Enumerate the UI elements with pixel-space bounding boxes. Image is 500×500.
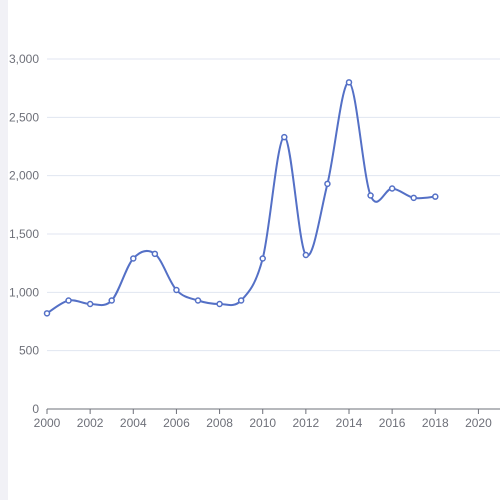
series-layer: [43, 79, 439, 317]
data-point: [151, 250, 159, 258]
data-point: [216, 300, 223, 308]
data-point: [367, 192, 374, 199]
y-tick-label: 500: [19, 344, 39, 358]
x-tick-label: 2010: [249, 416, 276, 430]
data-point: [194, 297, 202, 304]
data-point: [432, 193, 439, 200]
x-tick-label: 2014: [336, 416, 363, 430]
x-tick-label: 2000: [34, 416, 61, 430]
data-point: [237, 297, 245, 304]
x-tick-label: 2020: [465, 416, 492, 430]
data-point: [324, 180, 331, 188]
y-tick-label: 1,000: [9, 285, 39, 299]
y-tick-label: 3,000: [9, 52, 39, 66]
x-tick-label: 2008: [206, 416, 233, 430]
y-tick-label: 1,500: [9, 227, 39, 241]
data-point: [108, 297, 115, 304]
y-tick-label: 0: [32, 402, 39, 416]
x-tick-label: 2018: [422, 416, 449, 430]
x-tick-label: 2004: [120, 416, 147, 430]
data-point: [130, 255, 137, 262]
y-tick-label: 2,000: [9, 169, 39, 183]
data-point: [281, 133, 288, 141]
x-tick-label: 2006: [163, 416, 190, 430]
x-tick-label: 2002: [77, 416, 104, 430]
data-point: [259, 255, 266, 262]
axes: [46, 408, 500, 414]
data-point: [173, 286, 180, 294]
data-point: [65, 297, 72, 304]
data-point: [86, 300, 94, 308]
left-edge-strip: [0, 0, 8, 500]
data-point: [345, 79, 353, 86]
x-axis-tick-labels: 2000 2002 2004 2006 2008 2010 2012 2014 2016 2018…: [34, 416, 492, 430]
data-point: [302, 251, 310, 259]
x-tick-label: 2016: [379, 416, 406, 430]
data-point: [410, 194, 417, 202]
y-tick-label: 2,500: [9, 110, 39, 124]
y-axis-tick-labels: 0 500 1,000 1,500 2,000 2,500 3,000: [9, 52, 39, 416]
x-tick-label: 2012: [293, 416, 320, 430]
data-point: [43, 310, 51, 317]
data-point: [388, 185, 396, 192]
grid-lines: [47, 58, 500, 352]
series-line: [46, 81, 436, 315]
